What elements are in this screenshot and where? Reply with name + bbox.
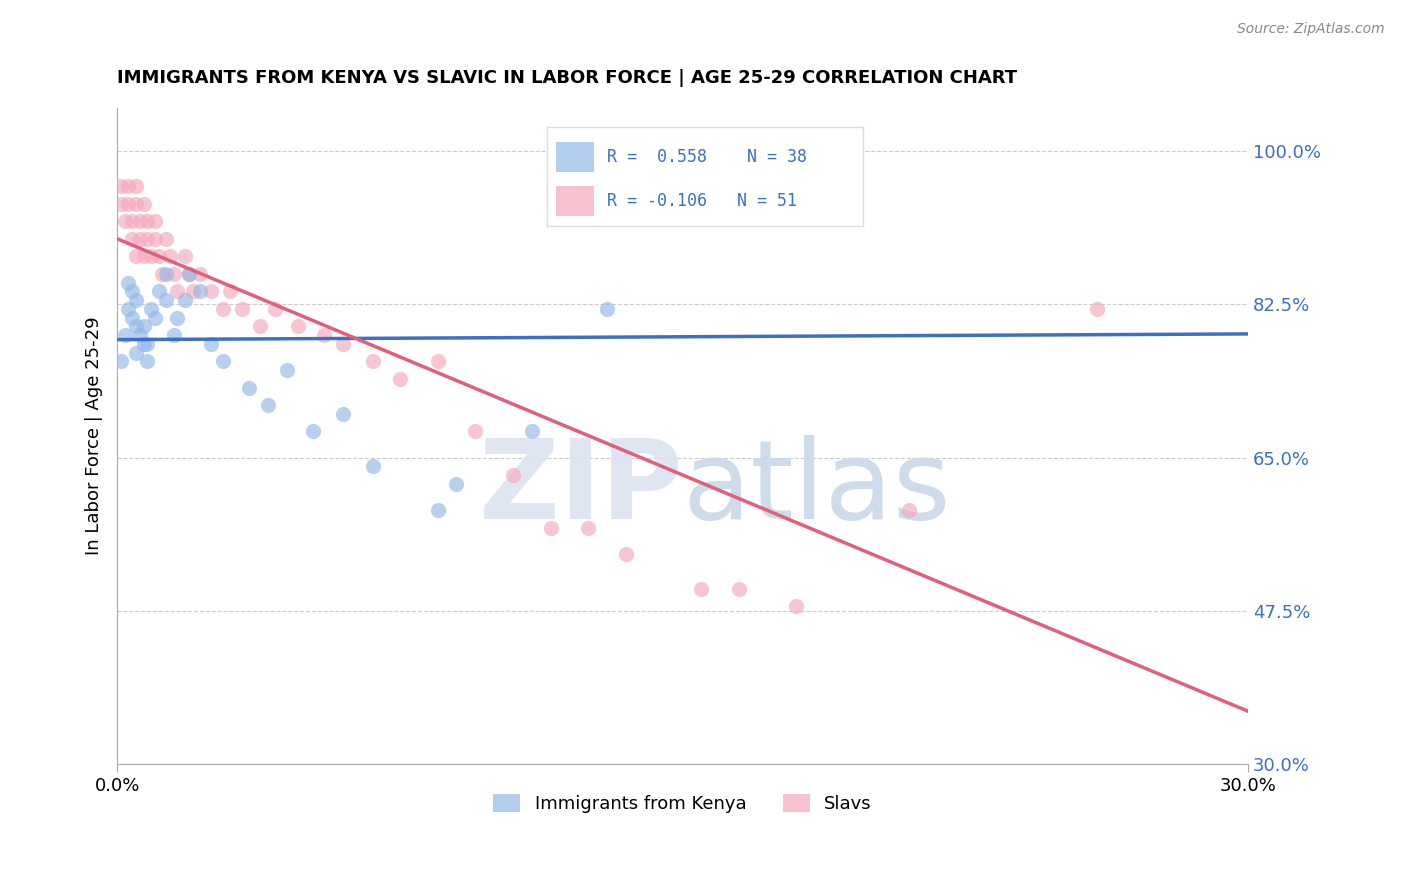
Point <box>363 459 385 474</box>
Point <box>139 301 162 316</box>
Y-axis label: In Labor Force | Age 25-29: In Labor Force | Age 25-29 <box>86 317 103 555</box>
Point <box>155 293 177 307</box>
Point <box>163 267 186 281</box>
Point <box>148 285 170 299</box>
Point <box>502 468 524 483</box>
Point <box>132 336 155 351</box>
Point <box>163 328 186 343</box>
Point <box>1085 301 1108 316</box>
Point <box>576 520 599 534</box>
Point <box>132 196 155 211</box>
Point <box>110 196 132 211</box>
Point <box>114 328 136 343</box>
Point <box>446 476 468 491</box>
Point <box>114 214 136 228</box>
Point <box>125 249 148 263</box>
Point <box>125 345 148 359</box>
Point <box>249 319 271 334</box>
Point <box>177 267 200 281</box>
Point <box>188 285 211 299</box>
Point <box>257 398 280 412</box>
Point <box>132 319 155 334</box>
Point <box>728 582 751 596</box>
Point <box>110 354 132 368</box>
Point <box>426 354 449 368</box>
Point <box>211 301 233 316</box>
Point <box>132 249 155 263</box>
Point <box>596 301 619 316</box>
Point <box>287 319 309 334</box>
Point <box>276 363 298 377</box>
Point <box>136 232 159 246</box>
Point <box>159 249 181 263</box>
Title: IMMIGRANTS FROM KENYA VS SLAVIC IN LABOR FORCE | AGE 25-29 CORRELATION CHART: IMMIGRANTS FROM KENYA VS SLAVIC IN LABOR… <box>117 69 1018 87</box>
Point <box>128 214 150 228</box>
Point <box>136 354 159 368</box>
Point <box>166 310 188 325</box>
Point <box>121 285 143 299</box>
Point <box>155 232 177 246</box>
Point <box>136 214 159 228</box>
Point <box>128 328 150 343</box>
Point <box>174 249 197 263</box>
Point <box>152 267 174 281</box>
Point <box>540 520 562 534</box>
Point <box>136 336 159 351</box>
Text: atlas: atlas <box>682 434 950 541</box>
Point <box>200 336 222 351</box>
Point <box>125 319 148 334</box>
Point <box>426 503 449 517</box>
Point <box>117 301 139 316</box>
Point <box>231 301 253 316</box>
Point <box>117 179 139 194</box>
Point <box>332 407 354 421</box>
Point <box>125 293 148 307</box>
Point <box>177 267 200 281</box>
Point <box>264 301 287 316</box>
Point <box>302 425 325 439</box>
Point <box>121 214 143 228</box>
Point <box>166 285 188 299</box>
Point <box>121 310 143 325</box>
Point <box>155 267 177 281</box>
Point <box>388 372 411 386</box>
Point <box>785 599 807 614</box>
Point <box>188 267 211 281</box>
Point <box>181 285 204 299</box>
Point <box>121 232 143 246</box>
Point <box>464 425 486 439</box>
Point <box>117 276 139 290</box>
Point <box>148 249 170 263</box>
Point <box>219 285 242 299</box>
Point <box>110 179 132 194</box>
Point <box>238 380 260 394</box>
Point <box>897 503 920 517</box>
Point <box>143 310 166 325</box>
Point <box>690 582 713 596</box>
Point <box>143 232 166 246</box>
Point <box>211 354 233 368</box>
Point <box>128 232 150 246</box>
Point <box>125 179 148 194</box>
Point <box>174 293 197 307</box>
Point <box>709 179 731 194</box>
Point <box>117 196 139 211</box>
Text: Source: ZipAtlas.com: Source: ZipAtlas.com <box>1237 22 1385 37</box>
Point <box>139 249 162 263</box>
Point <box>125 196 148 211</box>
Point <box>614 547 637 561</box>
Legend: Immigrants from Kenya, Slavs: Immigrants from Kenya, Slavs <box>486 787 879 821</box>
Point <box>143 214 166 228</box>
Point <box>363 354 385 368</box>
Text: ZIP: ZIP <box>479 434 682 541</box>
Point <box>314 328 336 343</box>
Point <box>332 336 354 351</box>
Point <box>520 425 543 439</box>
Point <box>823 179 845 194</box>
Point <box>200 285 222 299</box>
